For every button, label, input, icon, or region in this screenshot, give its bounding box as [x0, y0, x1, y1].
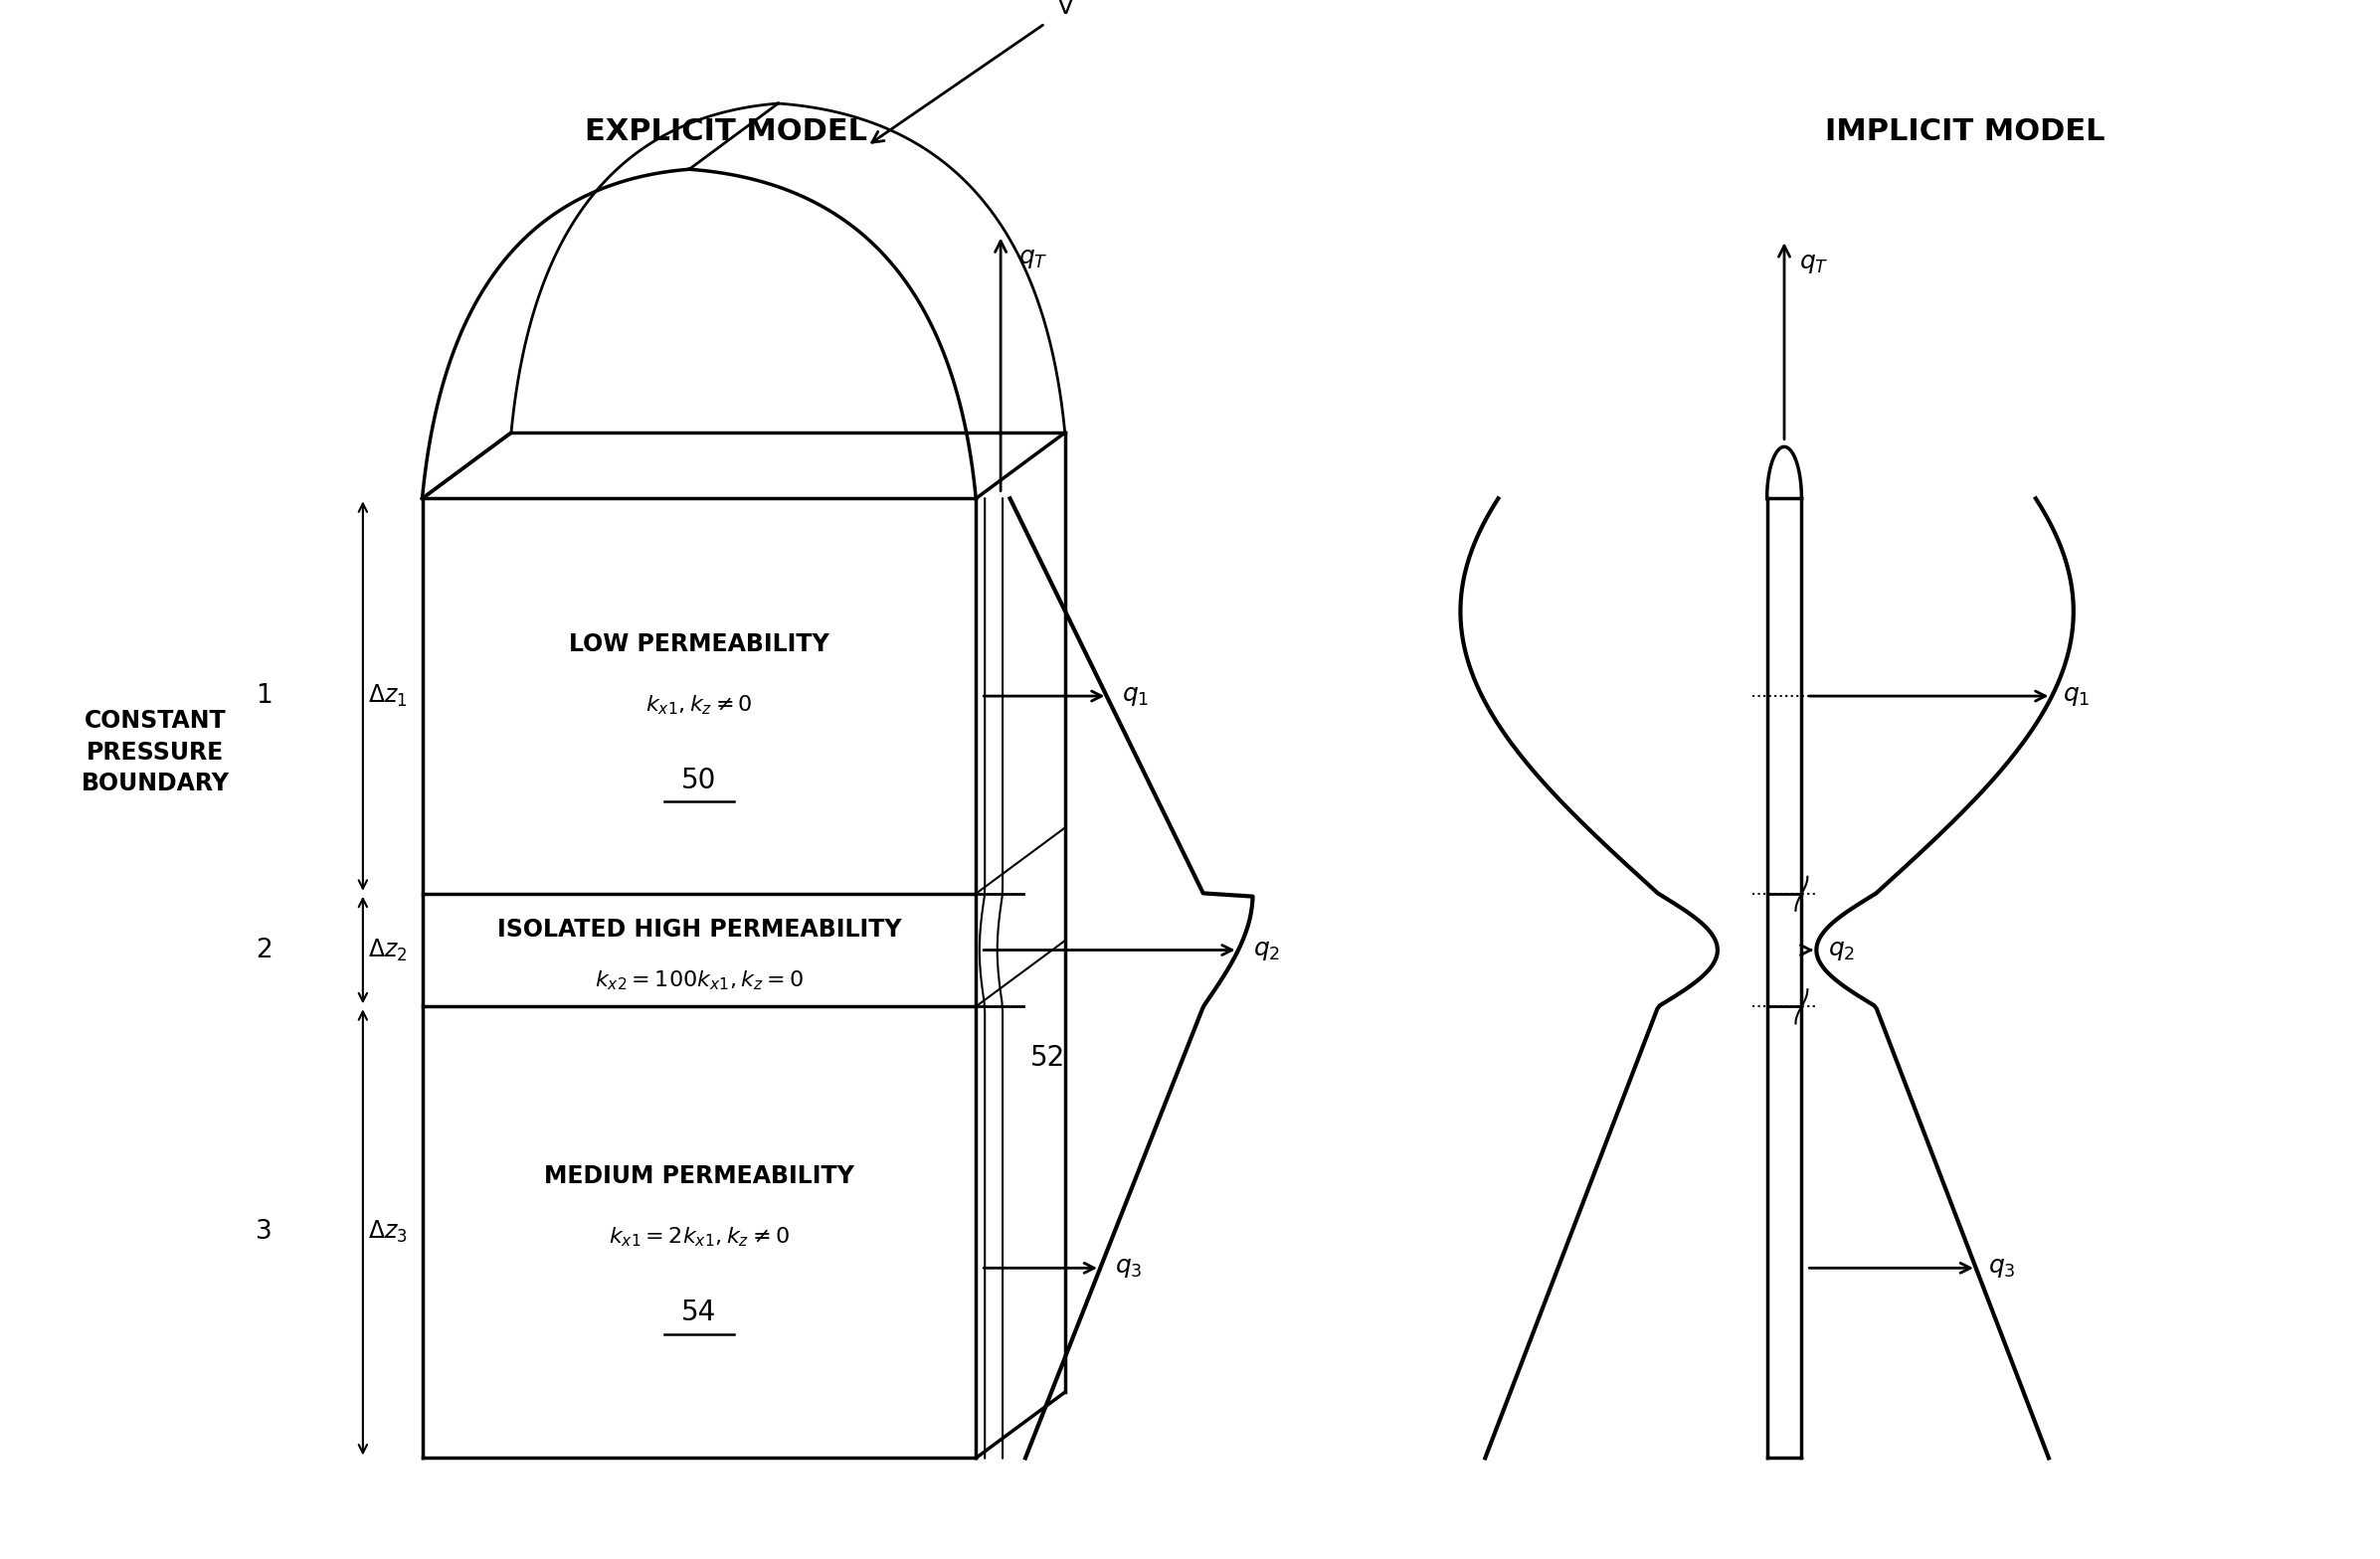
Text: CONSTANT
PRESSURE
BOUNDARY: CONSTANT PRESSURE BOUNDARY [81, 709, 228, 795]
Text: 52: 52 [1031, 1045, 1066, 1073]
Text: $q_3$: $q_3$ [1987, 1257, 2016, 1280]
Text: $\Delta z_2$: $\Delta z_2$ [369, 937, 407, 963]
Text: $\Delta z_3$: $\Delta z_3$ [369, 1219, 407, 1246]
Text: MEDIUM PERMEABILITY: MEDIUM PERMEABILITY [545, 1165, 854, 1188]
Text: ISOLATED HIGH PERMEABILITY: ISOLATED HIGH PERMEABILITY [497, 917, 902, 942]
Text: $q_2$: $q_2$ [1828, 939, 1856, 962]
Text: 50: 50 [681, 767, 716, 795]
Text: 2: 2 [255, 937, 271, 963]
Text: $\Delta z_1$: $\Delta z_1$ [369, 683, 407, 709]
Text: $q_1$: $q_1$ [2063, 684, 2090, 708]
Text: 1: 1 [255, 683, 271, 709]
Text: IMPLICIT MODEL: IMPLICIT MODEL [1825, 117, 2104, 147]
Text: $q_T$: $q_T$ [1019, 246, 1047, 271]
Text: $q_2$: $q_2$ [1252, 939, 1280, 962]
Text: 3: 3 [255, 1219, 271, 1246]
Text: $q_T$: $q_T$ [1799, 251, 1828, 276]
Text: $q_1$: $q_1$ [1123, 684, 1150, 708]
Text: LOW PERMEABILITY: LOW PERMEABILITY [569, 633, 828, 656]
Text: $k_{x2}= 100k_{x1}, k_z = 0$: $k_{x2}= 100k_{x1}, k_z = 0$ [595, 968, 804, 992]
Text: $q_3$: $q_3$ [1114, 1257, 1142, 1280]
Text: $k_{x1}= 2k_{x1}, k_z \neq 0$: $k_{x1}= 2k_{x1}, k_z \neq 0$ [609, 1225, 790, 1249]
Text: EXPLICIT MODEL: EXPLICIT MODEL [585, 117, 866, 147]
Text: 54: 54 [681, 1299, 716, 1327]
Text: V: V [1057, 0, 1073, 19]
Text: $k_{x1}, k_z \neq 0$: $k_{x1}, k_z \neq 0$ [645, 694, 752, 717]
